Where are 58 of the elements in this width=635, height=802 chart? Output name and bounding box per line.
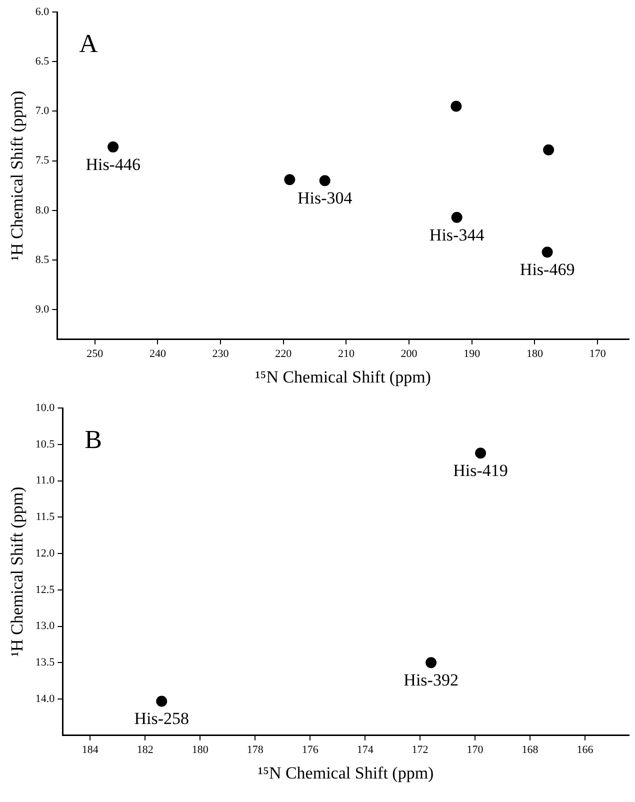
annotation: B	[84, 424, 102, 454]
point	[450, 100, 462, 112]
annotation: His-258	[134, 709, 190, 728]
x-tick-label: 182	[136, 744, 154, 756]
y-tick-label: 11.5	[36, 511, 56, 524]
annotation: His-392	[404, 670, 458, 690]
x-tick-label: 180	[526, 348, 544, 360]
point	[108, 141, 119, 152]
point	[451, 212, 462, 223]
x-axis-title: ¹⁵N Chemical Shift (ppm)	[258, 763, 434, 782]
y-tick-label: 13.5	[35, 656, 56, 669]
x-tick-label: 174	[356, 744, 374, 756]
y-tick-label: 7.0	[35, 105, 50, 118]
y-tick-label: 10.5	[35, 438, 56, 450]
annotation: His-419	[453, 461, 508, 480]
annotation: His-304	[297, 188, 353, 208]
annotation: A	[79, 28, 98, 58]
y-tick-label: 13.0	[35, 620, 56, 632]
y-tick-label: 14.0	[35, 692, 56, 705]
x-tick-label: 166	[576, 744, 594, 756]
x-tick-label: 210	[338, 348, 355, 360]
x-tick-label: 170	[466, 744, 484, 756]
y-tick-label: 8.0	[35, 204, 50, 216]
point	[319, 175, 330, 186]
x-tick-label: 170	[589, 348, 606, 360]
point	[284, 174, 296, 186]
y-tick-label: 9.0	[35, 304, 50, 316]
point	[475, 448, 486, 459]
y-axis-title: ¹H Chemical Shift (ppm)	[8, 486, 27, 657]
x-tick-label: 168	[522, 744, 539, 756]
y-tick-label: 12.0	[35, 547, 56, 560]
y-tick-label: 8.5	[35, 254, 50, 266]
x-tick-label: 220	[275, 348, 292, 360]
x-tick-label: 180	[192, 744, 209, 756]
annotation: His-344	[429, 225, 485, 244]
y-tick-label: 10.0	[35, 402, 56, 414]
annotation: His-469	[520, 260, 575, 280]
y-tick-label: 7.5	[35, 154, 50, 167]
x-tick-label: 184	[82, 744, 99, 756]
x-tick-label: 178	[246, 744, 264, 756]
x-tick-label: 200	[400, 348, 418, 360]
x-tick-label: 172	[412, 744, 428, 756]
point	[156, 696, 168, 707]
point	[542, 246, 553, 258]
y-tick-label: 11.0	[36, 474, 56, 487]
point	[543, 144, 554, 156]
x-axis-title: ¹⁵N Chemical Shift (ppm)	[255, 367, 431, 386]
annotation: His-446	[86, 154, 140, 174]
x-tick-label: 230	[212, 348, 230, 360]
point	[426, 657, 437, 668]
y-tick-label: 6.0	[35, 6, 50, 18]
x-tick-label: 240	[149, 348, 166, 360]
y-axis-title: ¹H Chemical Shift (ppm)	[8, 90, 27, 261]
x-tick-label: 250	[86, 348, 104, 360]
x-tick-label: 190	[464, 348, 481, 360]
x-tick-label: 176	[302, 744, 319, 756]
y-tick-label: 12.5	[35, 584, 56, 596]
y-tick-label: 6.5	[35, 55, 50, 68]
